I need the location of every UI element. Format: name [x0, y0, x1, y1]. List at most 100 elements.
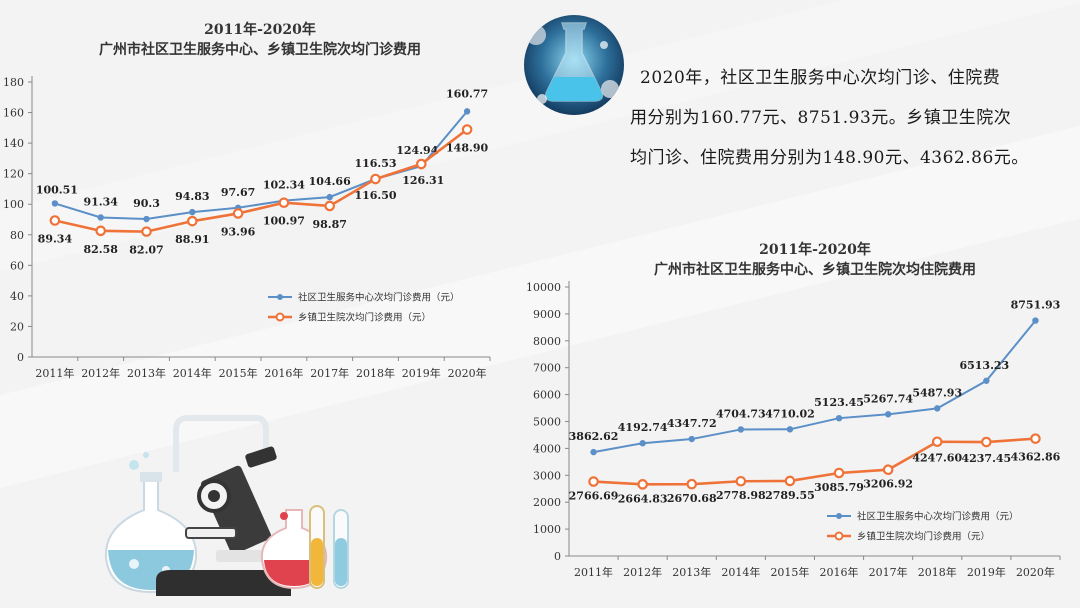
y-tick-label: 9000: [533, 308, 561, 321]
data-label: 82.07: [129, 244, 163, 257]
chart1-axes: 0 20 40 60 80 100 120 140 160 180 2011年 2012年 2013年 2…: [3, 76, 491, 380]
data-point: [95, 225, 106, 237]
legend-label: 乡镇卫生院次均门诊费用（元）: [857, 531, 990, 543]
y-tick-label: 4000: [533, 442, 561, 455]
data-label: 82.58: [83, 243, 118, 256]
data-label: 100.51: [36, 183, 78, 196]
data-point: [835, 414, 843, 422]
y-tick-label: 5000: [533, 416, 561, 429]
x-tick-label: 2011年: [574, 565, 613, 579]
chart1-series: 100.51 91.34 90.3 94.83 97.67 102.34 104.66116…: [36, 87, 489, 256]
lab-flask-photo: [524, 15, 624, 115]
y-tick-label: 0: [554, 550, 561, 563]
data-label: 4237.45: [961, 452, 1011, 465]
x-tick-label: 2016年: [820, 565, 859, 579]
legend-label: 社区卫生服务中心次均门诊费用（元）: [857, 511, 1019, 523]
chart1-legend: 社区卫生服务中心次均门诊费用（元） 乡镇卫生院次均门诊费用（元）: [268, 292, 460, 324]
data-point: [324, 200, 335, 212]
x-tick-label: 2012年: [623, 565, 662, 579]
x-tick-label: 2014年: [721, 565, 760, 579]
data-label: 100.97: [263, 215, 305, 228]
chart1-subtitle: 广州市社区卫生服务中心、乡镇卫生院次均门诊费用: [99, 41, 421, 58]
x-tick-label: 2020年: [448, 366, 487, 380]
data-point: [232, 208, 244, 219]
data-label: 5123.45: [814, 396, 864, 409]
legend-marker: [275, 312, 285, 322]
data-label: 89.34: [38, 233, 73, 246]
data-label: 3206.92: [863, 478, 913, 491]
x-tick-label: 2015年: [219, 366, 258, 380]
y-tick-label: 60: [10, 259, 24, 272]
x-tick-label: 2016年: [264, 366, 303, 380]
data-point: [590, 448, 597, 456]
legend-marker: [836, 513, 842, 519]
data-point: [370, 173, 381, 185]
summary-line: 用分别为160.77元、8751.93元。乡镇卫生院次: [630, 108, 1012, 128]
x-tick-label: 2011年: [35, 366, 74, 380]
data-label: 104.66: [309, 175, 351, 188]
x-tick-label: 2013年: [127, 366, 166, 380]
chart2-axes: 0 1000 2000 3000 4000 5000 6000 7000 8000 9000 100…: [526, 281, 1061, 579]
data-label: 4710.02: [765, 407, 815, 420]
x-tick-label: 2019年: [967, 565, 1006, 579]
data-point: [934, 405, 941, 412]
data-label: 2670.68: [667, 492, 717, 505]
data-point: [931, 436, 943, 448]
x-tick-label: 2015年: [770, 565, 809, 579]
data-point: [461, 124, 473, 135]
data-label: 4247.60: [912, 452, 962, 465]
data-point: [588, 476, 599, 487]
y-tick-label: 3000: [533, 469, 561, 482]
data-label: 90.3: [133, 197, 160, 210]
x-tick-label: 2020年: [1016, 565, 1055, 579]
inpatient-cost-chart: 2011年-2020年 广州市社区卫生服务中心、乡镇卫生院次均住院费用 0 100…: [526, 241, 1061, 579]
chart2-subtitle: 广州市社区卫生服务中心、乡镇卫生院次均住院费用: [654, 261, 976, 278]
series-line: [593, 319, 1037, 454]
data-label: 5487.93: [912, 386, 962, 399]
y-tick-label: 2000: [533, 496, 561, 509]
data-point: [463, 108, 471, 115]
x-tick-label: 2019年: [402, 366, 441, 380]
data-point: [981, 436, 992, 448]
data-label: 148.90: [446, 142, 488, 155]
x-tick-label: 2018年: [918, 565, 957, 579]
data-label: 160.77: [446, 87, 488, 100]
data-label: 88.91: [175, 233, 209, 246]
data-point: [51, 200, 59, 207]
chart2-legend: 社区卫生服务中心次均门诊费用（元） 乡镇卫生院次均门诊费用（元）: [827, 511, 1019, 543]
y-tick-label: 180: [3, 76, 24, 89]
x-tick-label: 2012年: [81, 366, 120, 380]
data-point: [639, 440, 646, 447]
data-label: 3085.79: [814, 481, 864, 494]
outpatient-cost-chart: 2011年-2020年 广州市社区卫生服务中心、乡镇卫生院次均门诊费用 0 20 4…: [3, 21, 491, 380]
data-point: [49, 215, 61, 226]
data-label: 93.96: [221, 225, 256, 238]
data-label: 126.31: [402, 174, 444, 187]
data-point: [735, 475, 747, 487]
x-tick-label: 2013年: [672, 565, 711, 579]
data-point: [415, 158, 427, 170]
data-label: 98.87: [312, 218, 346, 231]
y-tick-label: 100: [3, 198, 24, 211]
data-label: 97.67: [221, 186, 255, 199]
y-tick-label: 1000: [533, 523, 561, 536]
legend-label: 乡镇卫生院次均门诊费用（元）: [298, 312, 431, 324]
summary-text: 2020年，社区卫生服务中心次均门诊、住院费 用分别为160.77元、8751.…: [630, 58, 1070, 178]
data-label: 3862.62: [569, 430, 619, 443]
data-point: [884, 411, 892, 418]
data-point: [688, 435, 695, 443]
series-line: [54, 128, 468, 233]
y-tick-label: 120: [3, 168, 24, 181]
y-tick-label: 8000: [533, 335, 561, 348]
data-label: 124.94: [396, 144, 438, 157]
data-point: [143, 215, 150, 223]
series-line: [593, 437, 1036, 486]
legend-marker: [834, 531, 844, 541]
data-point: [784, 475, 796, 487]
data-label: 2664.83: [618, 492, 668, 505]
data-label: 4347.72: [667, 417, 717, 430]
data-point: [882, 464, 894, 476]
data-point: [737, 426, 745, 433]
y-tick-label: 80: [10, 229, 24, 242]
